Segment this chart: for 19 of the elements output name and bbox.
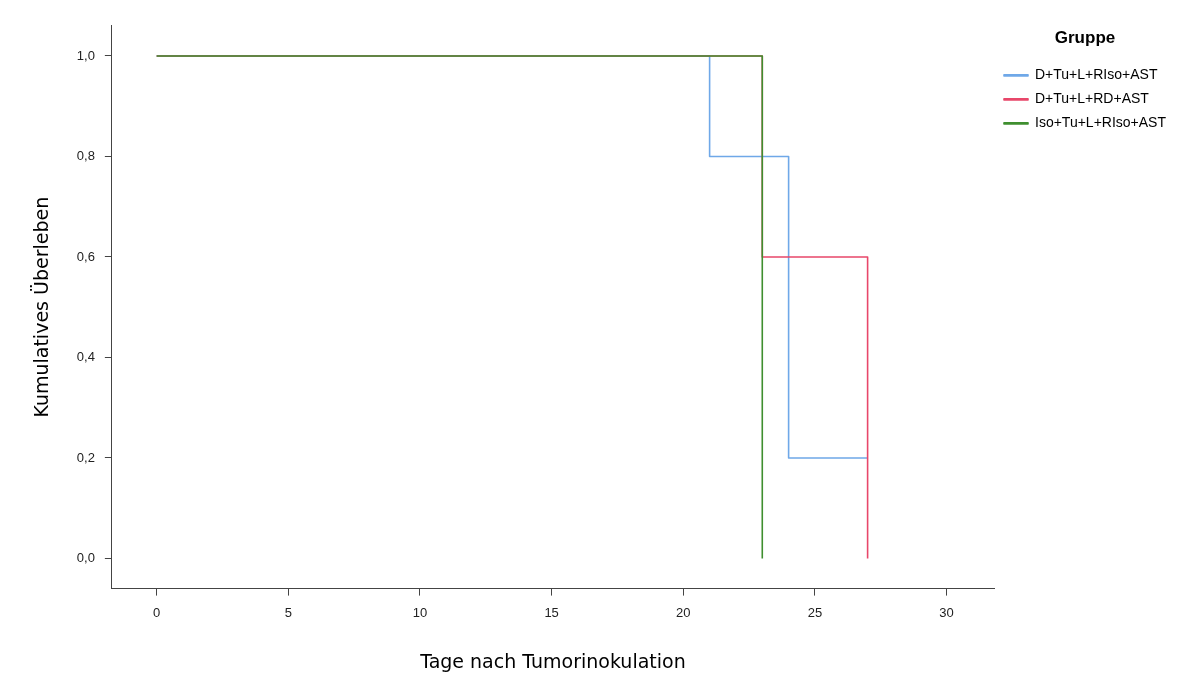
x-tick-label: 5: [284, 604, 292, 620]
y-tick-label: 0,8: [76, 148, 95, 164]
y-axis-title: Kumulatives Überleben: [30, 196, 53, 418]
legend-label: Iso+Tu+L+RIso+AST: [1035, 114, 1167, 131]
x-tick-label: 30: [939, 604, 954, 620]
y-tick-label: 0,0: [76, 550, 95, 566]
y-tick-label: 0,4: [76, 349, 95, 365]
y-tick-label: 0,2: [76, 449, 95, 465]
x-tick-label: 25: [807, 604, 823, 620]
x-tick-label: 10: [412, 604, 428, 620]
x-tick-label: 20: [676, 604, 691, 620]
legend-label: D+Tu+L+RD+AST: [1035, 90, 1150, 107]
x-axis-title: Tage nach Tumorinokulation: [419, 649, 686, 672]
legend-title: Gruppe: [1054, 28, 1116, 48]
legend-label: D+Tu+L+RIso+AST: [1035, 66, 1158, 83]
y-tick-label: 1,0: [76, 47, 95, 63]
y-tick-label: 0,6: [76, 248, 95, 264]
x-tick-label: 0: [153, 604, 161, 620]
x-tick-label: 15: [544, 604, 559, 620]
